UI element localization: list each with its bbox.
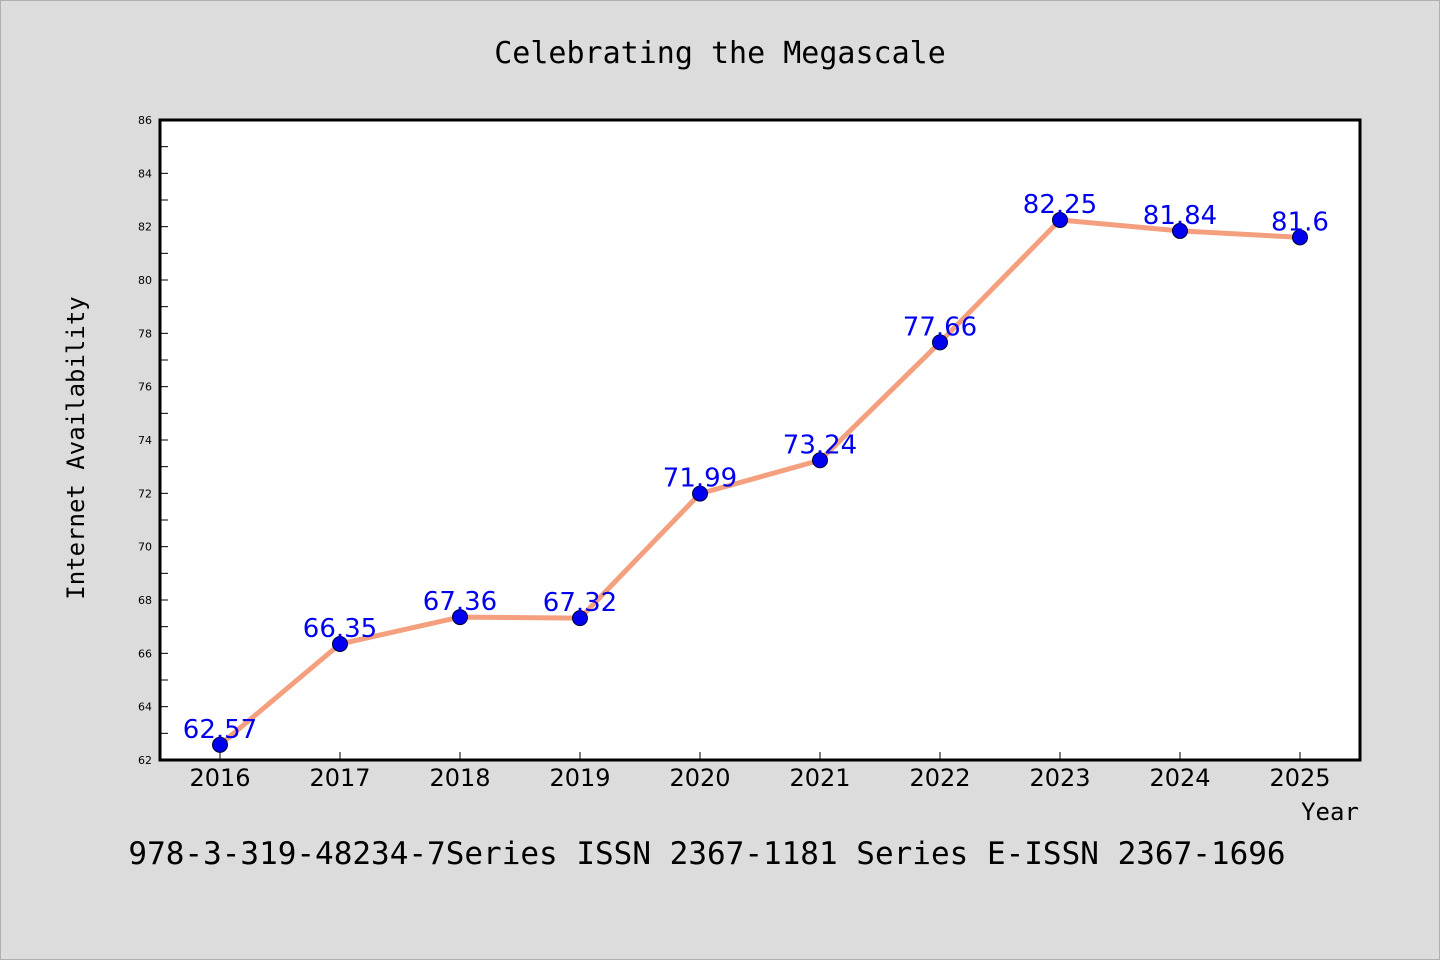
data-point <box>332 636 348 652</box>
data-point <box>692 485 708 502</box>
series-line <box>217 217 1303 748</box>
x-axis: 2016 2017 2018 2019 2020 2021 2022 2023 2024 2025 <box>189 752 1331 792</box>
y-tick-label: 80 <box>138 274 152 287</box>
data-point <box>1292 229 1308 246</box>
y-tick-label: 78 <box>138 327 152 340</box>
data-label: 81.6 <box>1271 207 1329 237</box>
x-tick-label: 2020 <box>669 764 730 792</box>
y-tick-label: 62 <box>138 754 152 767</box>
y-tick-label: 76 <box>138 381 152 394</box>
plot-frame <box>158 118 1362 762</box>
data-label: 81.84 <box>1143 201 1217 231</box>
x-tick-label: 2023 <box>1029 764 1090 792</box>
data-label: 73.24 <box>783 430 857 460</box>
x-tick-label: 2017 <box>309 764 370 792</box>
data-point <box>812 452 828 469</box>
x-tick-label: 2018 <box>429 764 490 792</box>
data-label: 77.66 <box>903 312 977 342</box>
data-point <box>452 609 468 626</box>
y-tick-label: 74 <box>138 434 152 447</box>
data-point <box>212 736 228 753</box>
data-label: 71.99 <box>663 464 737 494</box>
y-tick-label: 82 <box>138 221 152 234</box>
y-tick-label: 72 <box>138 487 152 500</box>
y-tick-label: 68 <box>138 594 152 607</box>
data-labels: 62.57 66.35 67.36 67.32 71.99 73.24 77.66 82.25… <box>183 190 1329 745</box>
x-tick-label: 2024 <box>1149 764 1210 792</box>
data-point <box>932 334 948 351</box>
data-point <box>1172 222 1188 239</box>
data-label: 82.25 <box>1023 190 1097 220</box>
footer-isbn-text: 978-3-319-48234-7Series ISSN 2367-1181 S… <box>128 836 1285 872</box>
series-markers <box>212 212 1308 753</box>
y-tick-label: 84 <box>138 167 152 180</box>
data-label: 67.32 <box>543 588 617 618</box>
data-label: 66.35 <box>303 614 377 644</box>
data-point <box>1052 212 1068 228</box>
y-tick-label: 86 <box>138 114 152 127</box>
x-tick-label: 2025 <box>1269 764 1330 792</box>
x-tick-label: 2021 <box>789 764 850 792</box>
y-axis-title: Internet Availability <box>62 296 90 599</box>
data-label: 67.36 <box>423 587 497 617</box>
data-label: 62.57 <box>183 715 257 745</box>
x-tick-label: 2016 <box>189 764 250 792</box>
y-tick-label: 70 <box>138 541 152 554</box>
chart-title: Celebrating the Megascale <box>494 36 946 71</box>
y-tick-label: 64 <box>138 701 152 714</box>
x-axis-title: Year <box>1301 798 1359 826</box>
x-tick-label: 2022 <box>909 764 970 792</box>
y-tick-label: 66 <box>138 647 152 660</box>
x-tick-label: 2019 <box>549 764 610 792</box>
data-point <box>572 610 588 627</box>
y-axis: 62 64 66 68 70 72 74 76 78 80 82 84 86 <box>138 114 168 767</box>
